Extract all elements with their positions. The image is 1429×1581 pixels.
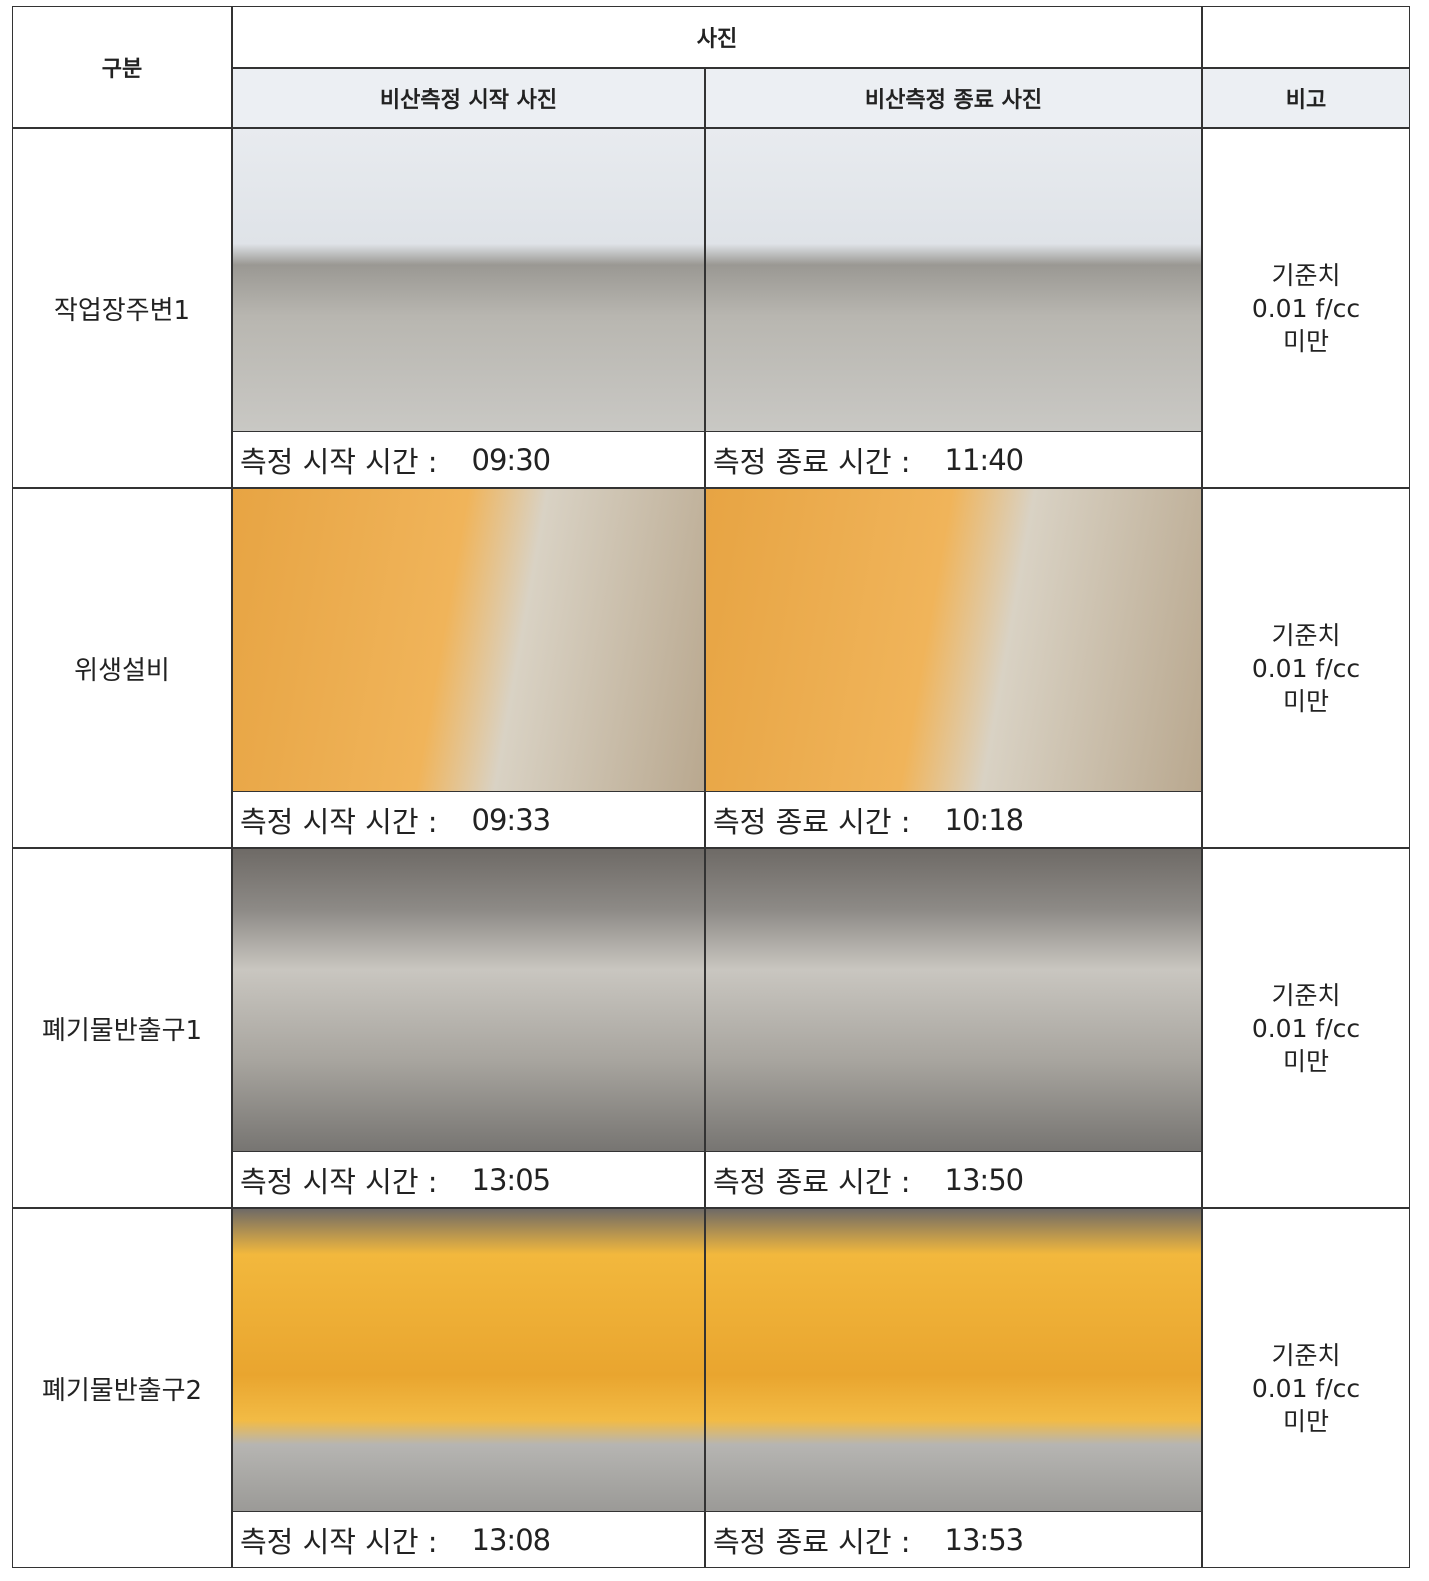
- header-photos: 사진: [232, 6, 1202, 68]
- remark: 기준치 0.01 f/cc 미만: [1202, 848, 1410, 1208]
- start-time: 09:33: [471, 803, 552, 837]
- remark-line: 미만: [1282, 326, 1329, 356]
- end-caption: 측정 종료 시간 : 13:53: [705, 1512, 1202, 1568]
- remark-line: 기준치: [1271, 620, 1341, 650]
- start-label: 측정 시작 시간 :: [240, 1165, 438, 1199]
- start-caption: 측정 시작 시간 : 09:33: [232, 792, 705, 848]
- end-caption: 측정 종료 시간 : 11:40: [705, 432, 1202, 488]
- remark-line: 기준치: [1271, 260, 1341, 290]
- start-time: 09:30: [471, 443, 552, 477]
- start-caption: 측정 시작 시간 : 13:05: [232, 1152, 705, 1208]
- row-label: 폐기물반출구1: [12, 848, 232, 1208]
- row-label: 위생설비: [12, 488, 232, 848]
- start-caption: 측정 시작 시간 : 09:30: [232, 432, 705, 488]
- start-label: 측정 시작 시간 :: [240, 805, 438, 839]
- header-blank: [1202, 6, 1410, 68]
- start-photo: [232, 1208, 705, 1512]
- remark-line: 0.01 f/cc: [1251, 1013, 1361, 1043]
- start-time: 13:08: [471, 1523, 552, 1557]
- remark: 기준치 0.01 f/cc 미만: [1202, 488, 1410, 848]
- end-caption: 측정 종료 시간 : 10:18: [705, 792, 1202, 848]
- remark-line: 0.01 f/cc: [1251, 653, 1361, 683]
- row-label: 폐기물반출구2: [12, 1208, 232, 1568]
- start-photo: [232, 848, 705, 1152]
- start-time: 13:05: [471, 1163, 552, 1197]
- start-photo: [232, 488, 705, 792]
- remark-line: 미만: [1282, 1406, 1329, 1436]
- row-label: 작업장주변1: [12, 128, 232, 488]
- end-label: 측정 종료 시간 :: [713, 445, 911, 479]
- end-label: 측정 종료 시간 :: [713, 1525, 911, 1559]
- end-photo: [705, 848, 1202, 1152]
- header-end: 비산측정 종료 사진: [705, 68, 1202, 128]
- start-label: 측정 시작 시간 :: [240, 445, 438, 479]
- remark: 기준치 0.01 f/cc 미만: [1202, 128, 1410, 488]
- start-label: 측정 시작 시간 :: [240, 1525, 438, 1559]
- remark-line: 미만: [1282, 1046, 1329, 1076]
- end-time: 13:50: [944, 1163, 1025, 1197]
- remark-line: 0.01 f/cc: [1251, 293, 1361, 323]
- end-time: 11:40: [944, 443, 1025, 477]
- remark-line: 기준치: [1271, 980, 1341, 1010]
- end-time: 10:18: [944, 803, 1025, 837]
- end-caption: 측정 종료 시간 : 13:50: [705, 1152, 1202, 1208]
- remark-line: 기준치: [1271, 1340, 1341, 1370]
- remark-line: 0.01 f/cc: [1251, 1373, 1361, 1403]
- header-category: 구분: [12, 6, 232, 128]
- remark: 기준치 0.01 f/cc 미만: [1202, 1208, 1410, 1568]
- header-remark: 비고: [1202, 68, 1410, 128]
- end-label: 측정 종료 시간 :: [713, 805, 911, 839]
- end-time: 13:53: [944, 1523, 1025, 1557]
- start-photo: [232, 128, 705, 432]
- start-caption: 측정 시작 시간 : 13:08: [232, 1512, 705, 1568]
- end-photo: [705, 128, 1202, 432]
- header-start: 비산측정 시작 사진: [232, 68, 705, 128]
- remark-line: 미만: [1282, 686, 1329, 716]
- end-label: 측정 종료 시간 :: [713, 1165, 911, 1199]
- end-photo: [705, 1208, 1202, 1512]
- end-photo: [705, 488, 1202, 792]
